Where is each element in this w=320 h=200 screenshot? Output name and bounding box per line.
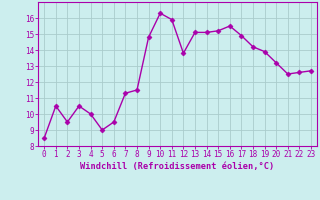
X-axis label: Windchill (Refroidissement éolien,°C): Windchill (Refroidissement éolien,°C): [80, 162, 275, 171]
